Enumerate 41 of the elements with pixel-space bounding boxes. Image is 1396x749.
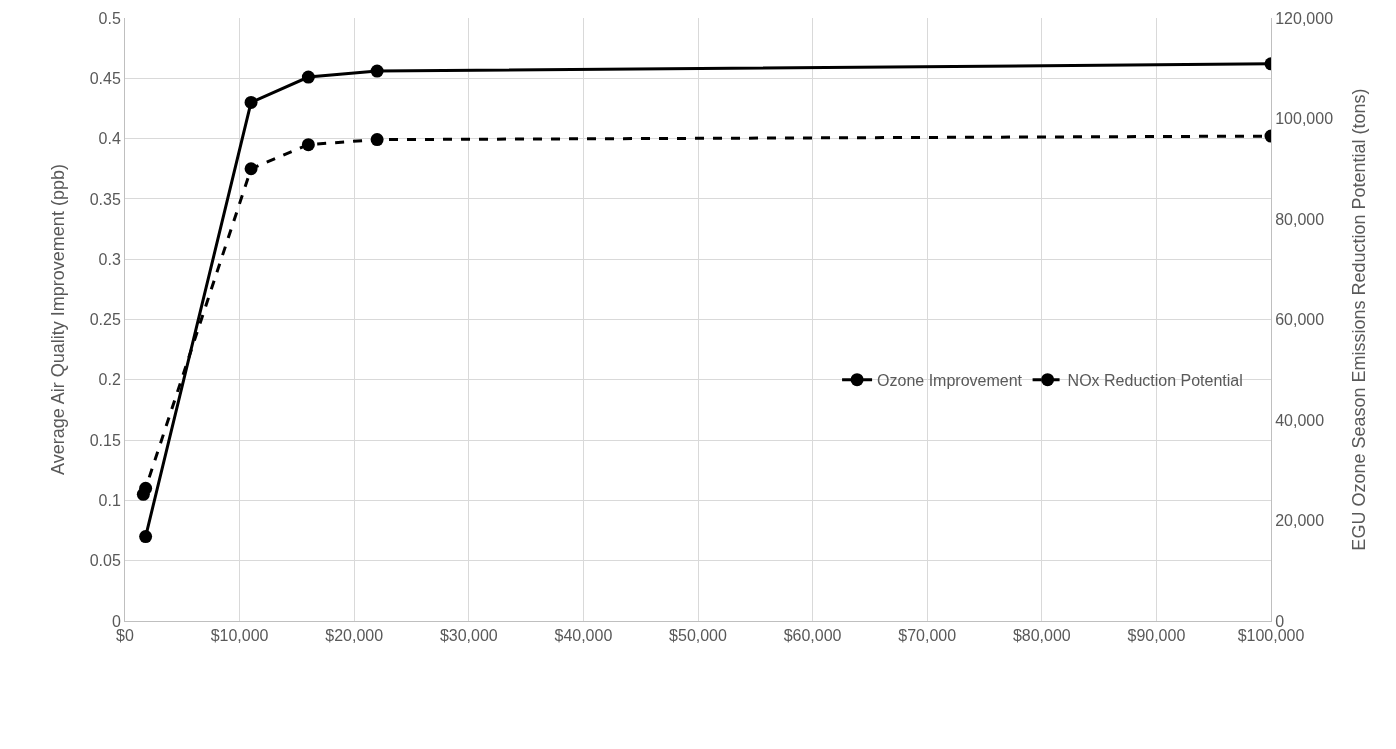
y-tick-label: 0.5 [98,9,121,27]
y2-tick-label: 60,000 [1275,311,1325,329]
legend-label: Ozone Improvement [877,371,1023,389]
point [370,64,384,78]
y2-tick-label: 100,000 [1275,110,1334,128]
y-tick-label: 0.4 [98,130,121,148]
x-tick-label: $90,000 [1127,627,1186,645]
point [370,133,384,147]
x-tick-label: $50,000 [669,627,728,645]
y-tick-label: 0.25 [89,311,121,329]
y-tick-label: 0.1 [98,492,121,509]
point [244,162,258,176]
y-tick-label: 0.05 [89,552,121,570]
x-tick-label: $10,000 [210,627,269,645]
point [301,70,315,84]
x-tick-label: $100,000 [1237,627,1305,645]
y-tick-label: 0 [111,612,121,630]
y2-axis-title: EGU Ozone Season Emissions Reduction Potential (tons) [1349,88,1370,551]
y2-tick-label: 40,000 [1275,411,1325,429]
y2-tick-label: 80,000 [1275,210,1325,228]
y-tick-label: 0.2 [98,371,121,389]
legend-label: NOx Reduction Potential [1067,371,1243,389]
y-axis-title: Average Air Quality Improvement (ppb) [47,164,68,475]
y2-tick-label: 0 [1275,612,1285,630]
x-tick-label: $40,000 [554,627,613,645]
x-tick-label: $80,000 [1012,627,1071,645]
y2-tick-label: 120,000 [1275,9,1334,27]
x-tick-label: $20,000 [325,627,384,645]
point [301,138,315,152]
x-tick-label: $0 [116,627,134,645]
y-tick-label: 0.15 [89,431,121,449]
point [139,530,153,544]
y-tick-label: 0.45 [89,69,121,87]
x-tick-label: $70,000 [898,627,957,645]
x-tick-label: $30,000 [439,627,498,645]
x-tick-label: $60,000 [783,627,842,645]
point [244,95,258,109]
y-tick-label: 0.3 [98,250,121,268]
y-tick-label: 0.35 [89,190,121,208]
y2-tick-label: 20,000 [1275,512,1325,530]
point [139,481,153,495]
